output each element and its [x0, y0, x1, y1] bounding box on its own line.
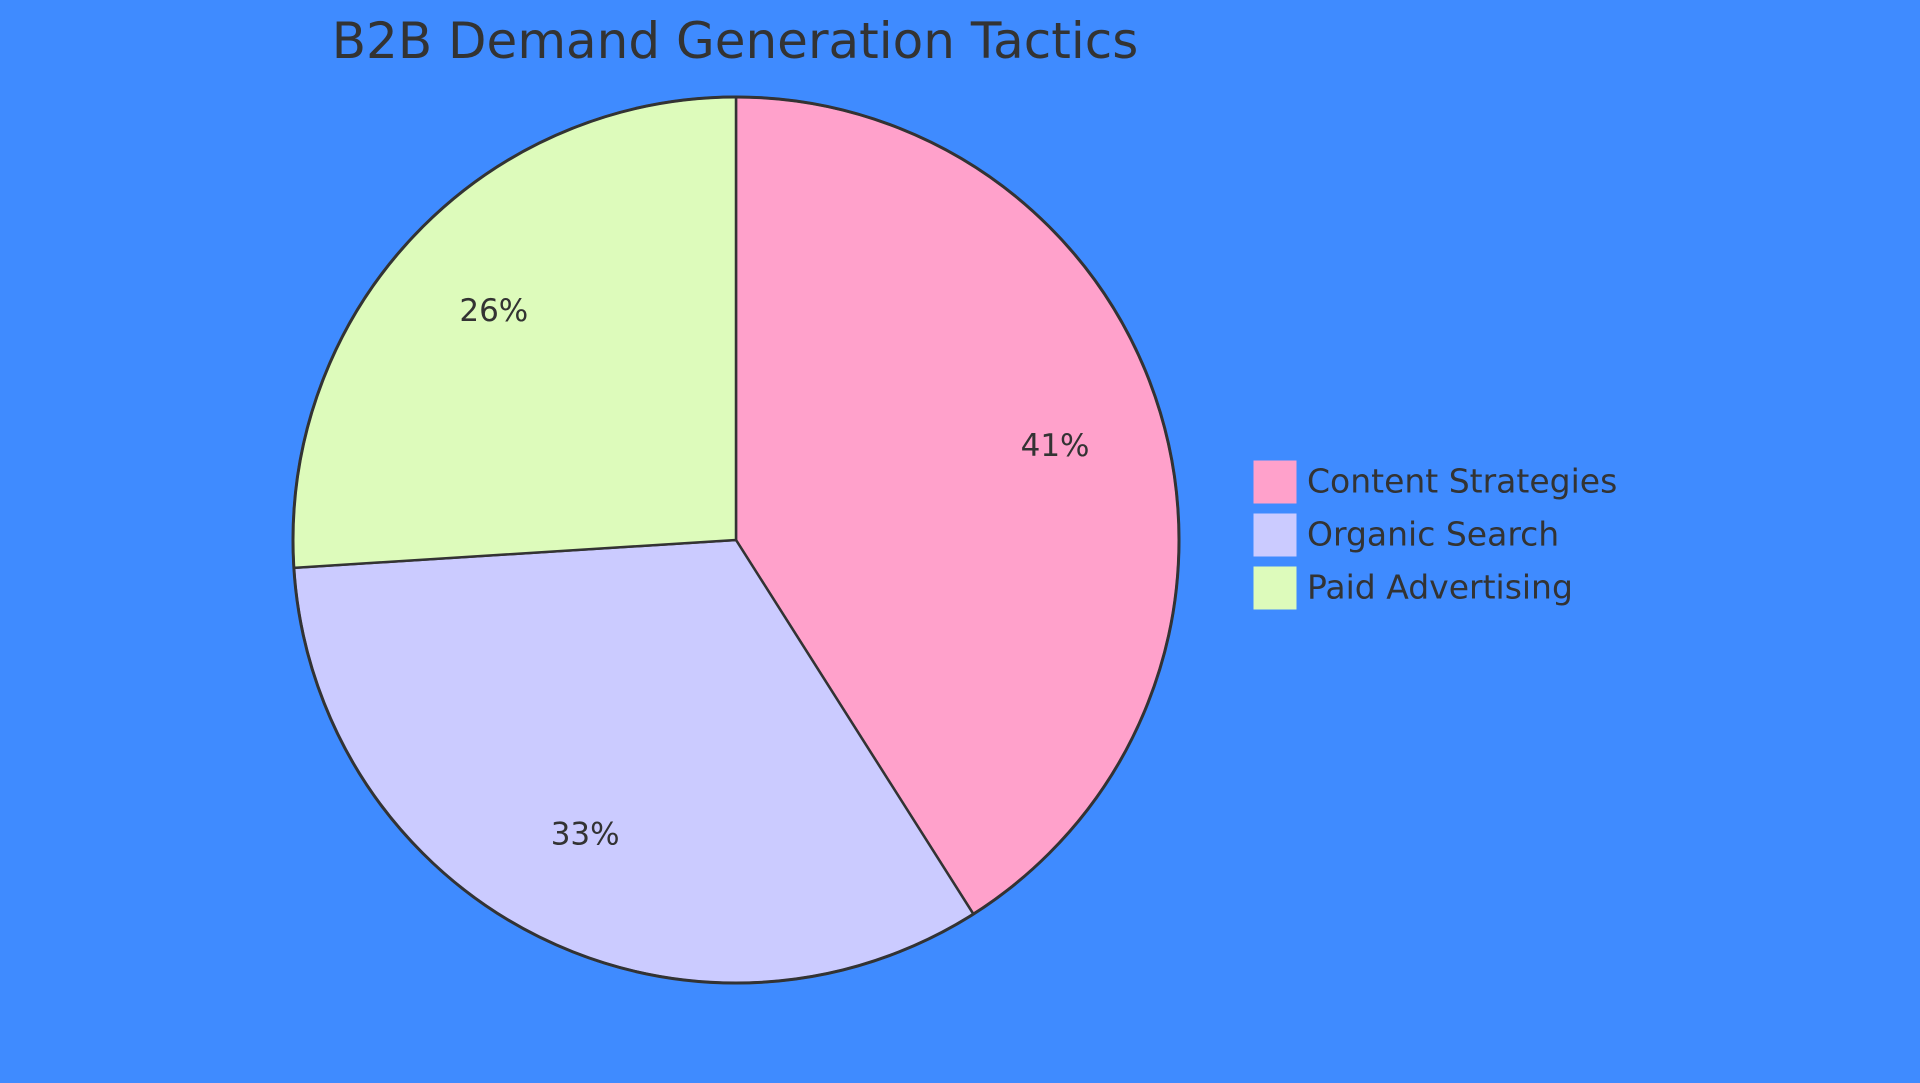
slice-label-paid-advertising: 26% — [459, 293, 528, 329]
slice-label-organic-search: 33% — [551, 817, 620, 853]
slice-labels: 41% 33% 26% — [459, 293, 1089, 852]
legend-swatch-content-strategies — [1252, 459, 1298, 505]
legend-label-paid-advertising: Paid Advertising — [1307, 568, 1573, 607]
pie-slice-paid-advertising — [291, 95, 738, 570]
legend-swatch-organic-search — [1252, 512, 1298, 558]
pie-outline — [291, 95, 1181, 985]
legend-swatch-paid-advertising — [1252, 565, 1298, 611]
legend-label-content-strategies: Content Strategies — [1307, 462, 1617, 501]
legend-label-organic-search: Organic Search — [1307, 515, 1559, 554]
legend: Content Strategies Organic Search Paid Adv… — [1252, 459, 1617, 611]
chart-title: B2B Demand Generation Tactics — [332, 12, 1139, 70]
pie-slices — [291, 95, 1181, 985]
slice-label-content-strategies: 41% — [1021, 428, 1090, 464]
